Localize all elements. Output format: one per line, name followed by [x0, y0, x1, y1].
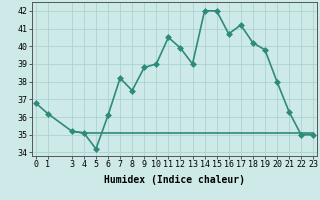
- X-axis label: Humidex (Indice chaleur): Humidex (Indice chaleur): [104, 175, 245, 185]
